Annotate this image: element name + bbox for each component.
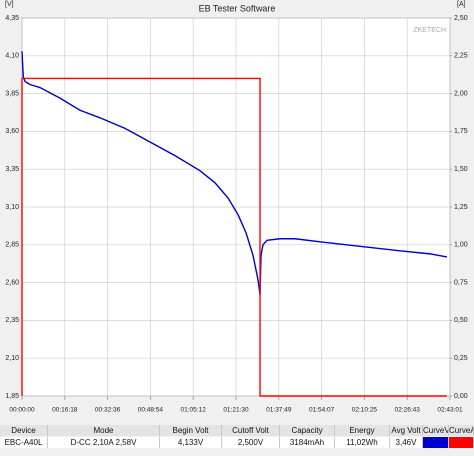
y2-tick-label: 1,75 xyxy=(454,128,468,135)
y-tick-label: 4,35 xyxy=(5,15,19,22)
chart: EB Tester Software [V] [A] ZKETECH 1,85 2… xyxy=(5,1,468,414)
y2-tick-label: 0,75 xyxy=(454,279,468,286)
chart-title: EB Tester Software xyxy=(199,3,276,13)
y-tick-label: 2,10 xyxy=(5,355,19,362)
x-tick-label: 02:26:43 xyxy=(395,407,421,414)
y-tick-label: 2,60 xyxy=(5,279,19,286)
table-header: Begin Volt xyxy=(160,425,222,436)
x-tick-label: 01:37:49 xyxy=(266,407,292,414)
y2-tick-label: 1,00 xyxy=(454,242,468,249)
y-tick-label: 3,60 xyxy=(5,128,19,135)
table-cell: 3,46V xyxy=(390,437,423,448)
table-cell: 11,02Wh xyxy=(335,437,390,448)
legend-swatch xyxy=(449,437,474,448)
y2-tick-label: 2,00 xyxy=(454,90,468,97)
y-tick-label: 1,85 xyxy=(5,393,19,400)
y-tick-label: 2,85 xyxy=(5,242,19,249)
legend-swatch xyxy=(423,437,449,448)
y-tick-label: 3,85 xyxy=(5,90,19,97)
table-header: Device xyxy=(0,425,48,436)
y2-tick-label: 0,25 xyxy=(454,355,468,362)
table-header: Capacity xyxy=(280,425,335,436)
table-cell: D-CC 2,10A 2,58V xyxy=(48,437,160,448)
x-tick-label: 02:43:01 xyxy=(437,407,463,414)
x-tick-label: 02:10:25 xyxy=(352,407,378,414)
x-tick-label: 01:05:12 xyxy=(181,407,207,414)
x-tick-label: 00:16:18 xyxy=(52,407,78,414)
x-tick-label: 00:48:54 xyxy=(138,407,164,414)
y2-tick-label: 1,50 xyxy=(454,166,468,173)
y2-tick-label: 2,50 xyxy=(454,15,468,22)
table-header: Mode xyxy=(48,425,160,436)
legend-label: CurveV xyxy=(423,425,449,436)
table-header: Energy xyxy=(335,425,390,436)
x-tick-label: 01:21:30 xyxy=(223,407,249,414)
y2-tick-label: 0,00 xyxy=(454,393,468,400)
watermark: ZKETECH xyxy=(413,27,446,34)
table-header: Cutoff Volt xyxy=(222,425,280,436)
y2-unit: [A] xyxy=(457,1,466,8)
y-tick-label: 2,35 xyxy=(5,317,19,324)
series-line xyxy=(21,77,447,397)
y-tick-label: 4,10 xyxy=(5,53,19,60)
x-tick-label: 01:54:07 xyxy=(309,407,335,414)
y2-tick-label: 1,25 xyxy=(454,204,468,211)
table-cell: EBC-A40L xyxy=(0,437,48,448)
y-tick-label: 3,35 xyxy=(5,166,19,173)
table-cell: 4,133V xyxy=(160,437,222,448)
y-tick-label: 3,10 xyxy=(5,204,19,211)
legend-label: CurveA xyxy=(449,425,474,436)
table-header: Avg Volt xyxy=(390,425,423,436)
x-tick-label: 00:00:00 xyxy=(9,407,35,414)
y-unit: [V] xyxy=(5,1,14,8)
table-cell: 3184mAh xyxy=(280,437,335,448)
series-line xyxy=(21,51,448,295)
y2-tick-label: 0,50 xyxy=(454,317,468,324)
table-cell: 2,500V xyxy=(222,437,280,448)
y2-tick-label: 2,25 xyxy=(454,53,468,60)
x-tick-label: 00:32:36 xyxy=(95,407,121,414)
info-table: Device Mode Begin Volt Cutoff Volt Capacity E… xyxy=(0,425,474,449)
